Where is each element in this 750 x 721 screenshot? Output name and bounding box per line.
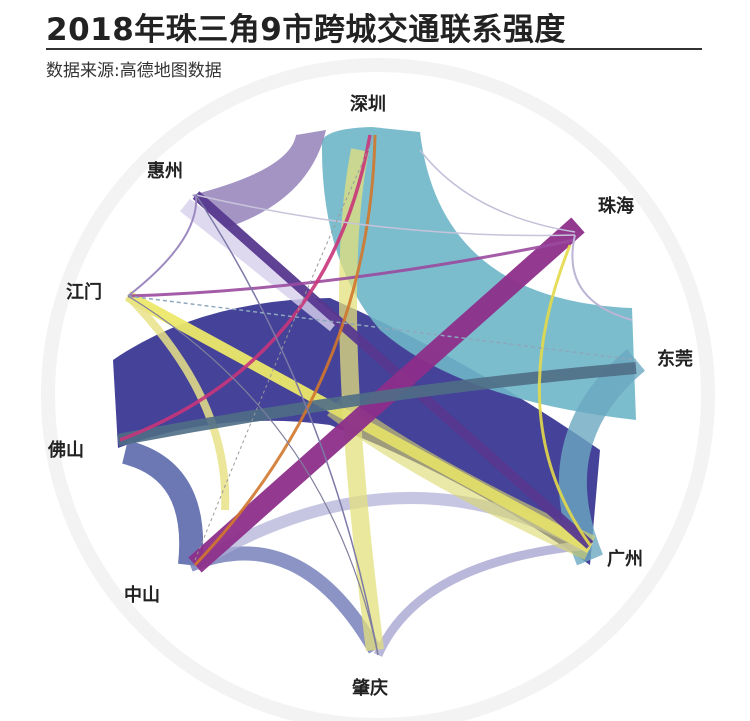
city-label-dongguan: 东莞 — [657, 348, 693, 370]
city-label-shenzhen: 深圳 — [350, 93, 386, 115]
flow-jiangmen-zhuhai — [127, 238, 576, 298]
chart-title: 2018年珠三角9市跨城交通联系强度 — [46, 12, 566, 48]
flow-zhongshan-zhaoqing — [187, 546, 382, 654]
city-label-guangzhou: 广州 — [607, 548, 643, 570]
flow-zhaoqing-guangzhou — [373, 540, 591, 657]
flow-jiangmen-foshan — [125, 293, 230, 511]
flow-shenzhen-dongguan — [321, 127, 636, 420]
flow-zhuhai-guangzhou — [537, 244, 592, 546]
flow-huizhou-shenzhen — [192, 130, 326, 228]
city-label-zhuhai: 珠海 — [598, 195, 634, 217]
flow-huizhou-zhaoqing — [195, 194, 379, 656]
outer-ring — [41, 58, 715, 721]
flow-shenzhen-zhaoqing-yellow — [339, 148, 384, 652]
flow-huizhou-zhuhai — [195, 194, 576, 237]
flow-zhuhai-dongguan — [571, 234, 633, 321]
title-divider — [46, 48, 702, 50]
city-label-jiangmen: 江门 — [66, 281, 102, 303]
flow-shenzhen-foshan — [119, 134, 372, 442]
flow-zhongshan-shenzhen-dash — [194, 134, 376, 561]
data-source: 数据来源:高德地图数据 — [46, 61, 222, 81]
flow-zhongshan-foshan — [121, 440, 204, 567]
city-label-huizhou: 惠州 — [147, 161, 183, 182]
flow-foshan-dongguan — [116, 362, 637, 446]
city-label-zhongshan: 中山 — [124, 584, 160, 606]
flow-shenzhen-zhongshan — [193, 134, 377, 567]
city-label-zhaoqing: 肇庆 — [351, 677, 388, 699]
flow-huizhou-guangzhou — [192, 191, 594, 549]
city-label-foshan: 佛山 — [47, 439, 84, 461]
flow-jiangmen-zhaoqing — [127, 295, 379, 656]
flow-shenzhen-zhuhai — [419, 149, 576, 233]
flow-huizhou-jiangmen — [180, 198, 340, 332]
flow-jiangmen-huizhou — [127, 194, 198, 297]
